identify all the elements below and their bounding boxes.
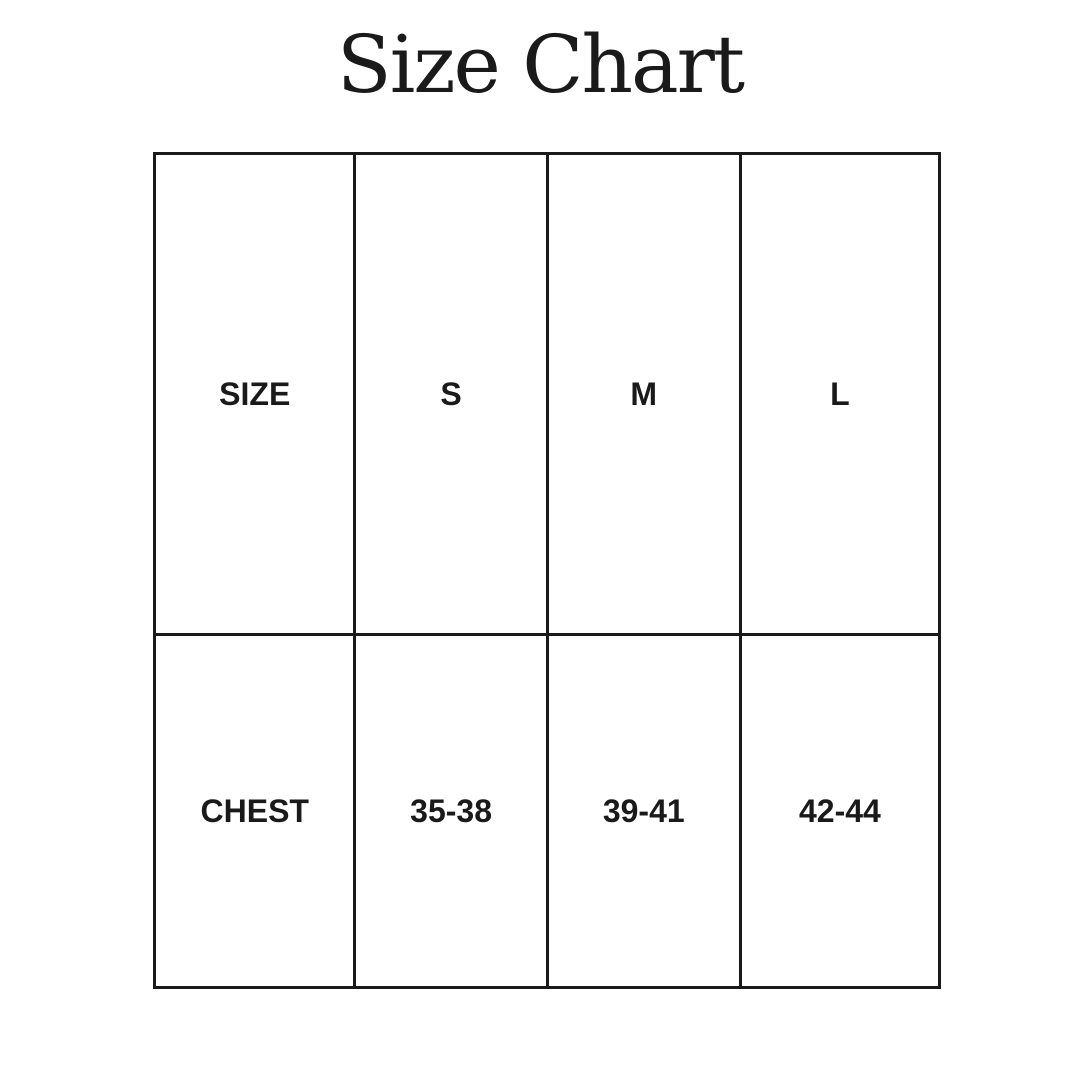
row-label: CHEST xyxy=(152,633,357,989)
table-cell: 42-44 xyxy=(738,633,942,989)
table-cell: 39-41 xyxy=(545,633,742,989)
page-title: Size Chart xyxy=(336,18,745,111)
header-cell: L xyxy=(738,152,942,636)
size-chart-table: SIZE S M L CHEST 35-38 39-41 42-44 xyxy=(152,152,942,989)
header-cell: SIZE xyxy=(152,152,357,636)
table-row-chest: CHEST 35-38 39-41 42-44 xyxy=(152,633,942,989)
header-cell: M xyxy=(545,152,742,636)
header-cell: S xyxy=(353,152,549,636)
table-row-size: SIZE S M L xyxy=(152,152,942,636)
table-cell: 35-38 xyxy=(353,633,549,989)
